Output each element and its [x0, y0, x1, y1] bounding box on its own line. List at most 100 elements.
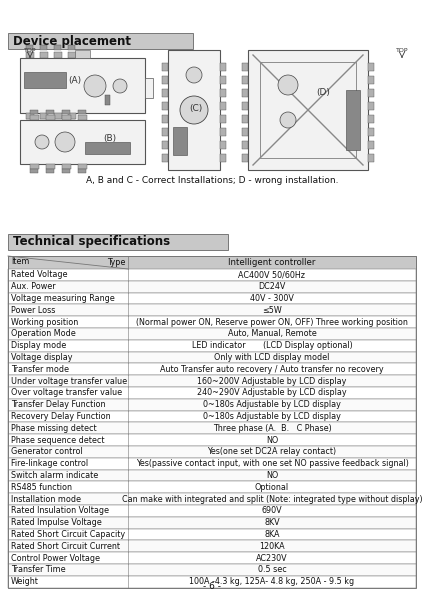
Text: Operation Mode: Operation Mode [11, 329, 76, 338]
Bar [54, 45, 61, 50]
Text: A, B and C - Correct Installations; D - wrong installation.: A, B and C - Correct Installations; D - … [86, 176, 338, 185]
Bar [78, 169, 86, 173]
Bar [78, 110, 86, 114]
Bar [346, 90, 360, 150]
Bar [8, 564, 416, 576]
Bar [8, 422, 416, 434]
Text: Weight: Weight [11, 577, 39, 586]
Bar [8, 256, 416, 269]
Bar [220, 63, 226, 71]
Bar [62, 115, 71, 120]
Text: 120KA: 120KA [259, 542, 285, 551]
Text: 100A -4.3 kg, 125A- 4.8 kg, 250A - 9.5 kg: 100A -4.3 kg, 125A- 4.8 kg, 250A - 9.5 k… [190, 577, 354, 586]
Bar [8, 458, 416, 470]
Bar [68, 113, 76, 119]
Text: Power Loss: Power Loss [11, 306, 56, 315]
Text: Aux. Power: Aux. Power [11, 282, 56, 291]
Bar [62, 169, 70, 173]
Bar [8, 399, 416, 410]
Text: Auto Transfer auto recovery / Auto transfer no recovery: Auto Transfer auto recovery / Auto trans… [160, 365, 384, 374]
Bar [46, 169, 54, 173]
Bar [368, 128, 374, 136]
Bar [85, 142, 130, 154]
Circle shape [280, 112, 296, 128]
Bar [242, 102, 248, 110]
Bar [242, 89, 248, 97]
Text: Transfer mode: Transfer mode [11, 365, 69, 374]
Text: Under voltage transfer value: Under voltage transfer value [11, 377, 127, 386]
Bar [242, 141, 248, 149]
Bar [40, 45, 47, 50]
Bar [220, 154, 226, 162]
Circle shape [55, 132, 75, 152]
Bar [162, 128, 168, 136]
Text: Auto, Manual, Remote: Auto, Manual, Remote [228, 329, 316, 338]
Text: Optional: Optional [255, 483, 289, 492]
Bar [40, 120, 47, 124]
Circle shape [278, 75, 298, 95]
Text: Technical specifications: Technical specifications [13, 235, 170, 248]
Bar [46, 164, 55, 169]
Text: Rated Impulse Voltage: Rated Impulse Voltage [11, 518, 102, 527]
Bar [8, 256, 416, 587]
Text: 690V: 690V [262, 506, 282, 515]
Bar [8, 33, 193, 49]
Bar [162, 89, 168, 97]
Bar [8, 517, 416, 529]
Text: Transfer Time: Transfer Time [11, 565, 66, 574]
Bar [46, 115, 55, 120]
Text: LED indicator       (LCD Display optional): LED indicator (LCD Display optional) [192, 341, 352, 350]
Bar [26, 120, 33, 124]
Bar [54, 52, 62, 58]
Text: (C): (C) [190, 103, 203, 113]
Text: Phase missing detect: Phase missing detect [11, 424, 97, 433]
Bar [260, 62, 356, 158]
Bar [30, 110, 38, 114]
Bar [46, 110, 54, 114]
Text: (D): (D) [316, 88, 330, 97]
Text: Fire-linkage control: Fire-linkage control [11, 459, 88, 468]
Text: TOP: TOP [24, 48, 36, 53]
Bar [242, 115, 248, 123]
Bar [8, 281, 416, 293]
Bar [68, 45, 75, 50]
Bar [220, 128, 226, 136]
Bar [242, 76, 248, 84]
Bar [242, 128, 248, 136]
Bar [242, 63, 248, 71]
Text: - 6 -: - 6 - [203, 582, 221, 591]
Bar [368, 89, 374, 97]
Text: (A): (A) [68, 76, 81, 85]
Text: Rated Short Circuit Capacity: Rated Short Circuit Capacity [11, 530, 125, 539]
Bar [220, 115, 226, 123]
Text: AC230V: AC230V [256, 554, 288, 563]
Bar [162, 63, 168, 71]
Bar [8, 269, 416, 281]
Text: 240~290V Adjustable by LCD display: 240~290V Adjustable by LCD display [197, 388, 347, 397]
Circle shape [180, 96, 208, 124]
Bar [8, 434, 416, 446]
Bar [62, 110, 70, 114]
Bar [8, 316, 416, 328]
Bar [220, 89, 226, 97]
Bar [26, 113, 34, 119]
Text: Yes(one set DC2A relay contact): Yes(one set DC2A relay contact) [207, 448, 337, 457]
Text: (B): (B) [103, 134, 117, 143]
Bar [368, 154, 374, 162]
Text: 8KV: 8KV [264, 518, 280, 527]
Bar [162, 141, 168, 149]
Text: Device placement: Device placement [13, 34, 131, 47]
Text: Yes(passive contact input, with one set NO passive feedback signal): Yes(passive contact input, with one set … [136, 459, 408, 468]
Bar [8, 304, 416, 316]
Text: Voltage display: Voltage display [11, 353, 73, 362]
Text: Rated Insulation Voltage: Rated Insulation Voltage [11, 506, 109, 515]
Bar [173, 127, 187, 155]
Bar [145, 78, 153, 98]
Text: Type: Type [106, 258, 125, 267]
Bar [8, 576, 416, 587]
Circle shape [186, 67, 202, 83]
Bar [26, 52, 34, 58]
Text: Rated Short Circuit Current: Rated Short Circuit Current [11, 542, 120, 551]
Circle shape [84, 75, 106, 97]
Circle shape [35, 135, 49, 149]
